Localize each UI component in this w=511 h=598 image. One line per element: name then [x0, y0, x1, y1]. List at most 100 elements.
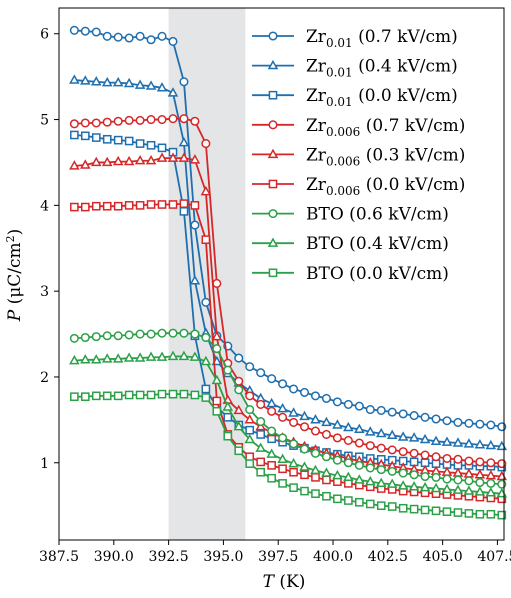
- y-axis-unit-sup: 2: [4, 235, 17, 242]
- data-point: [464, 509, 474, 518]
- data-point: [157, 143, 167, 153]
- data-point: [299, 410, 310, 421]
- legend-marker: [268, 179, 278, 189]
- data-point: [310, 464, 321, 475]
- data-point: [156, 82, 168, 92]
- data-point: [80, 131, 90, 141]
- x-tick-label: 392.5: [149, 549, 189, 565]
- data-point: [179, 207, 189, 216]
- data-point: [289, 439, 299, 449]
- data-point: [311, 489, 320, 498]
- legend-entry: BTO (0.6 kV/cm): [252, 205, 449, 225]
- data-point: [200, 355, 212, 366]
- series-line-0: [74, 29, 502, 428]
- data-point: [91, 332, 101, 342]
- data-point: [475, 477, 485, 488]
- data-point: [441, 483, 453, 494]
- legend-marker: [268, 120, 278, 130]
- data-point: [157, 328, 167, 338]
- series-line-8: [74, 393, 502, 517]
- legend-label: Zr0.01 (0.0 kV/cm): [306, 86, 458, 109]
- data-point: [211, 330, 223, 341]
- data-point: [387, 466, 397, 476]
- data-point: [189, 351, 201, 361]
- data-point: [256, 399, 266, 409]
- data-point: [486, 420, 496, 430]
- data-point: [452, 437, 464, 447]
- data-point: [124, 201, 134, 210]
- data-point: [409, 504, 419, 514]
- data-point: [90, 354, 102, 364]
- data-point: [267, 374, 277, 384]
- data-point: [146, 390, 156, 400]
- data-point: [90, 76, 102, 86]
- data-point: [69, 333, 79, 343]
- data-point: [80, 26, 90, 36]
- data-point: [409, 448, 419, 458]
- data-point: [101, 156, 113, 167]
- data-point: [145, 80, 157, 90]
- y-tick-label: 6: [40, 27, 49, 43]
- data-point: [300, 470, 309, 480]
- data-point: [420, 412, 430, 422]
- data-point: [496, 470, 508, 481]
- legend-entry: Zr0.01 (0.7 kV/cm): [252, 27, 458, 50]
- data-point: [408, 481, 420, 491]
- data-point: [408, 432, 420, 442]
- data-point: [398, 503, 408, 513]
- x-axis-var: T: [263, 572, 276, 592]
- data-point: [365, 463, 375, 473]
- legend-label: Zr0.006 (0.7 kV/cm): [306, 116, 465, 139]
- data-point: [474, 439, 486, 449]
- data-point: [474, 469, 486, 479]
- data-point: [113, 135, 123, 145]
- data-point: [343, 421, 354, 432]
- data-point: [343, 399, 353, 409]
- shaded-transition-region: [168, 8, 246, 540]
- data-point: [486, 458, 496, 468]
- plot-frame: [58, 7, 505, 541]
- data-point: [343, 458, 353, 468]
- legend-label: Zr0.006 (0.3 kV/cm): [306, 145, 465, 168]
- legend-label-sub: 0.006: [326, 184, 360, 198]
- data-point: [91, 201, 101, 211]
- data-point: [135, 139, 145, 148]
- data-point: [485, 469, 497, 480]
- data-point: [200, 185, 212, 196]
- data-point: [135, 329, 145, 339]
- data-point: [91, 133, 101, 142]
- data-point: [135, 115, 145, 125]
- x-axis-label: T (K): [263, 572, 306, 592]
- data-point: [354, 438, 364, 448]
- data-point: [452, 467, 464, 477]
- data-point: [178, 152, 190, 162]
- y-tick-label: 1: [40, 456, 49, 472]
- data-point: [190, 220, 200, 230]
- y-axis-label: P (μC/cm2): [4, 229, 26, 323]
- data-point: [256, 457, 265, 467]
- data-point: [442, 507, 452, 517]
- data-point: [190, 390, 200, 400]
- data-point: [299, 461, 310, 471]
- data-point: [496, 440, 508, 451]
- data-point: [387, 502, 397, 511]
- legend-label-suffix: (0.7 kV/cm): [360, 116, 465, 136]
- data-point: [124, 330, 134, 340]
- data-point: [112, 353, 124, 363]
- data-point: [332, 419, 343, 429]
- data-point: [178, 136, 190, 147]
- data-point: [289, 467, 298, 477]
- y-axis-var: P: [5, 309, 25, 322]
- data-point: [201, 297, 211, 307]
- data-point: [266, 448, 277, 458]
- data-point: [112, 155, 124, 166]
- data-point: [135, 390, 145, 400]
- data-point: [123, 77, 135, 88]
- data-point: [464, 476, 474, 486]
- data-point: [157, 31, 167, 41]
- data-point: [167, 350, 179, 361]
- data-point: [288, 457, 299, 468]
- data-point: [69, 25, 79, 35]
- data-point: [101, 76, 113, 87]
- legend-label-suffix: (0.7 kV/cm): [353, 27, 458, 47]
